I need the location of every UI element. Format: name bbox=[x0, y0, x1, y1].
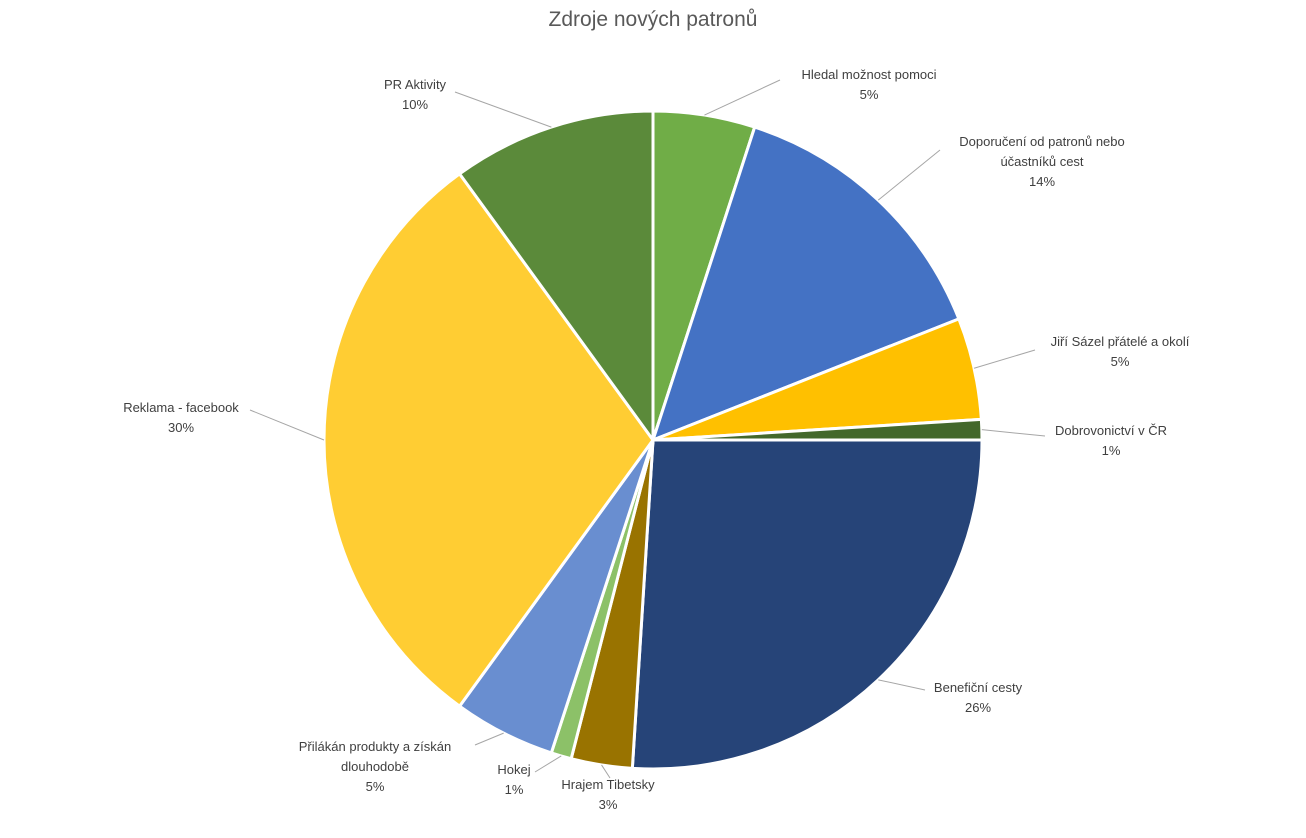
value-label: 14% bbox=[1028, 174, 1056, 189]
leader-line bbox=[454, 91, 552, 128]
leader-line bbox=[474, 732, 504, 746]
value-label: 1% bbox=[504, 782, 524, 797]
value-label: 26% bbox=[964, 700, 992, 715]
category-label: Dobrovonictví v ČR bbox=[1055, 423, 1167, 438]
value-label: 1% bbox=[1101, 443, 1121, 458]
data-label: Hledal možnost pomoci 5% bbox=[769, 65, 969, 105]
leader-line bbox=[973, 349, 1036, 369]
category-label: Reklama - facebook bbox=[123, 400, 239, 415]
value-label: 5% bbox=[859, 87, 879, 102]
data-label: Benefiční cesty 26% bbox=[898, 678, 1058, 718]
category-label: Hledal možnost pomoci bbox=[801, 67, 937, 82]
data-label: Hokej 1% bbox=[484, 760, 544, 800]
data-label: Dobrovonictví v ČR 1% bbox=[1031, 421, 1191, 461]
value-label: 30% bbox=[167, 420, 195, 435]
leader-line bbox=[704, 79, 781, 116]
value-label: 10% bbox=[401, 97, 429, 112]
data-label: Doporučení od patronů nebo účastníků ces… bbox=[940, 132, 1145, 192]
leader-line bbox=[601, 764, 611, 779]
chart-title: Zdroje nových patronů bbox=[548, 8, 758, 31]
category-label: Benefiční cesty bbox=[933, 680, 1023, 695]
data-label: Přilákán produkty a získán dlouhodobě 5% bbox=[280, 737, 470, 797]
category-label: Přilákán produkty a získán dlouhodobě bbox=[298, 739, 452, 774]
data-label: Reklama - facebook 30% bbox=[101, 398, 261, 438]
category-label: Jiří Sázel přátelé a okolí bbox=[1050, 334, 1190, 349]
value-label: 5% bbox=[1110, 354, 1130, 369]
pie-slice bbox=[630, 438, 984, 771]
data-label: PR Aktivity 10% bbox=[355, 75, 475, 115]
data-label: Jiří Sázel přátelé a okolí 5% bbox=[1020, 332, 1220, 372]
category-label: Doporučení od patronů nebo účastníků ces… bbox=[959, 134, 1125, 169]
value-label: 5% bbox=[365, 779, 385, 794]
category-label: Hokej bbox=[497, 762, 531, 777]
leader-line bbox=[249, 409, 325, 441]
leader-line bbox=[878, 679, 926, 691]
value-label: 3% bbox=[598, 797, 618, 812]
leader-line bbox=[534, 755, 562, 773]
pie-slice bbox=[457, 109, 655, 445]
leader-line bbox=[877, 149, 941, 201]
category-label: PR Aktivity bbox=[383, 77, 447, 92]
data-label: Hrajem Tibetsky 3% bbox=[538, 775, 678, 815]
leader-line bbox=[981, 429, 1046, 437]
category-label: Hrajem Tibetsky bbox=[561, 777, 655, 792]
